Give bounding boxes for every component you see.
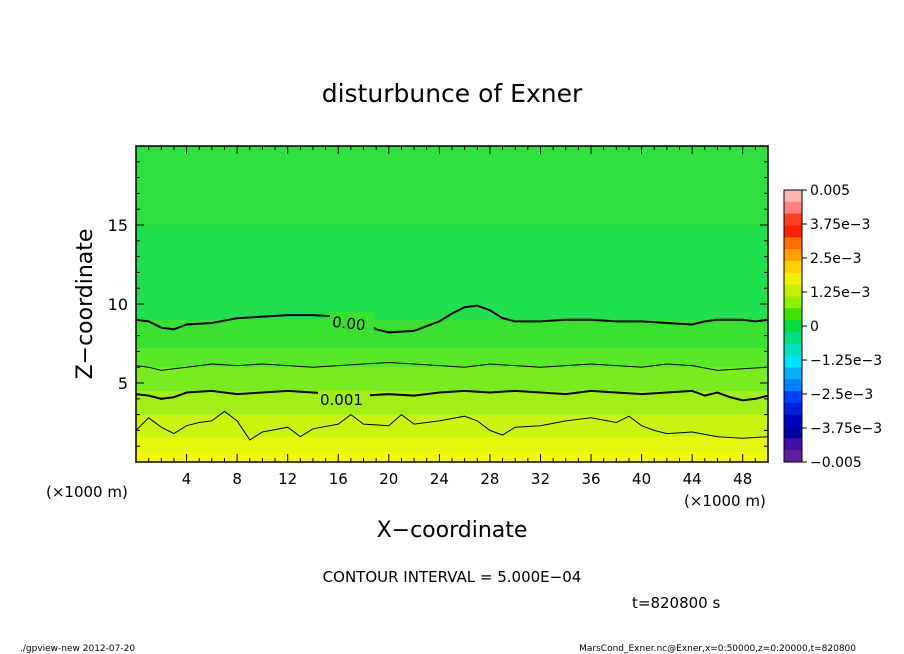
x-tick-label: 12 (278, 470, 297, 488)
colorbar-label: 1.25e−3 (810, 285, 870, 301)
y-axis: 5 10 15 (108, 161, 768, 447)
contour-interval-text: CONTOUR INTERVAL = 5.000E−04 (323, 568, 582, 586)
x-tick-label: 48 (733, 470, 752, 488)
contour-lines (136, 304, 768, 441)
x-axis-label: X−coordinate (377, 518, 528, 543)
colorbar-label: −3.75e−3 (810, 421, 882, 437)
y-tick-label: 5 (118, 374, 128, 393)
chart-title: disturbunce of Exner (322, 79, 583, 108)
colorbar-swatch (784, 225, 802, 238)
colorbar-label: 2.5e−3 (810, 251, 862, 267)
colorbar-swatch (784, 450, 802, 463)
contour-label-bg (330, 312, 374, 332)
x-tick-label: 36 (581, 470, 600, 488)
colorbar-label: 0.005 (810, 183, 850, 199)
colorbar-swatch (784, 190, 802, 203)
y-tick-label: 15 (108, 216, 128, 235)
colorbar-swatch (784, 367, 802, 380)
x-tick-label: 20 (379, 470, 398, 488)
heatmap-band (136, 452, 768, 462)
colorbar-swatch (784, 402, 802, 416)
x-tick-label: 32 (531, 470, 550, 488)
contour-label-001: 0.001 (320, 391, 363, 409)
x-axis-unit-left: (×1000 m) (46, 483, 128, 501)
colorbar-swatch (784, 308, 802, 321)
contour-label-zero: 0.00 (331, 313, 366, 334)
y-axis-label: Z−coordinate (73, 229, 98, 380)
x-tick-label: 28 (480, 470, 499, 488)
contour-label-bg (318, 390, 370, 408)
colorbar-swatch (784, 272, 802, 286)
x-axis-unit-right: (×1000 m) (684, 492, 766, 510)
contour-line (136, 389, 768, 402)
contour-line (136, 410, 768, 441)
x-axis: 4 8 12 16 20 24 28 32 36 40 44 48 (148, 146, 756, 488)
colorbar-swatch (784, 331, 802, 345)
x-tick-label: 16 (329, 470, 348, 488)
x-tick-label: 44 (683, 470, 702, 488)
colorbar-swatch (784, 343, 802, 357)
x-tick-label: 40 (632, 470, 651, 488)
colorbar-label: −2.5e−3 (810, 387, 873, 403)
x-tick-label: 8 (232, 470, 242, 488)
heatmap-bands (136, 146, 768, 462)
x-tick-label: 24 (430, 470, 449, 488)
colorbar-label: 3.75e−3 (810, 217, 870, 233)
colorbar-swatch (784, 379, 802, 392)
colorbar-swatch (784, 391, 802, 404)
colorbar-label: −0.005 (810, 455, 862, 471)
colorbar-swatch (784, 213, 802, 226)
colorbar-swatch (784, 260, 802, 274)
footer-left: ./gpview-new 2012-07-20 (20, 644, 135, 654)
colorbar-label: −1.25e−3 (810, 353, 882, 369)
y-tick-label: 10 (108, 295, 128, 314)
x-tick-label: 4 (182, 470, 192, 488)
colorbar-swatch (784, 426, 802, 439)
colorbar-label: 0 (810, 319, 819, 335)
footer-right: MarsCond_Exner.nc@Exner,x=0:50000,z=0:20… (579, 644, 856, 654)
colorbar-swatch (784, 201, 802, 215)
colorbar-swatch (784, 284, 802, 297)
colorbar-swatch (784, 296, 802, 309)
colorbar-swatch (784, 438, 802, 451)
time-text: t=820800 s (632, 594, 720, 612)
contour-line (136, 304, 768, 334)
colorbar-swatch (784, 414, 802, 428)
contour-line (136, 361, 768, 371)
colorbar-swatch (784, 249, 802, 262)
colorbar-labels: 0.005 3.75e−3 2.5e−3 1.25e−3 0 −1.25e−3 −2.5e−… (802, 183, 882, 471)
colorbar-swatch (784, 320, 802, 333)
colorbar (783, 189, 803, 463)
colorbar-swatch (784, 355, 802, 368)
colorbar-swatch (784, 237, 802, 250)
